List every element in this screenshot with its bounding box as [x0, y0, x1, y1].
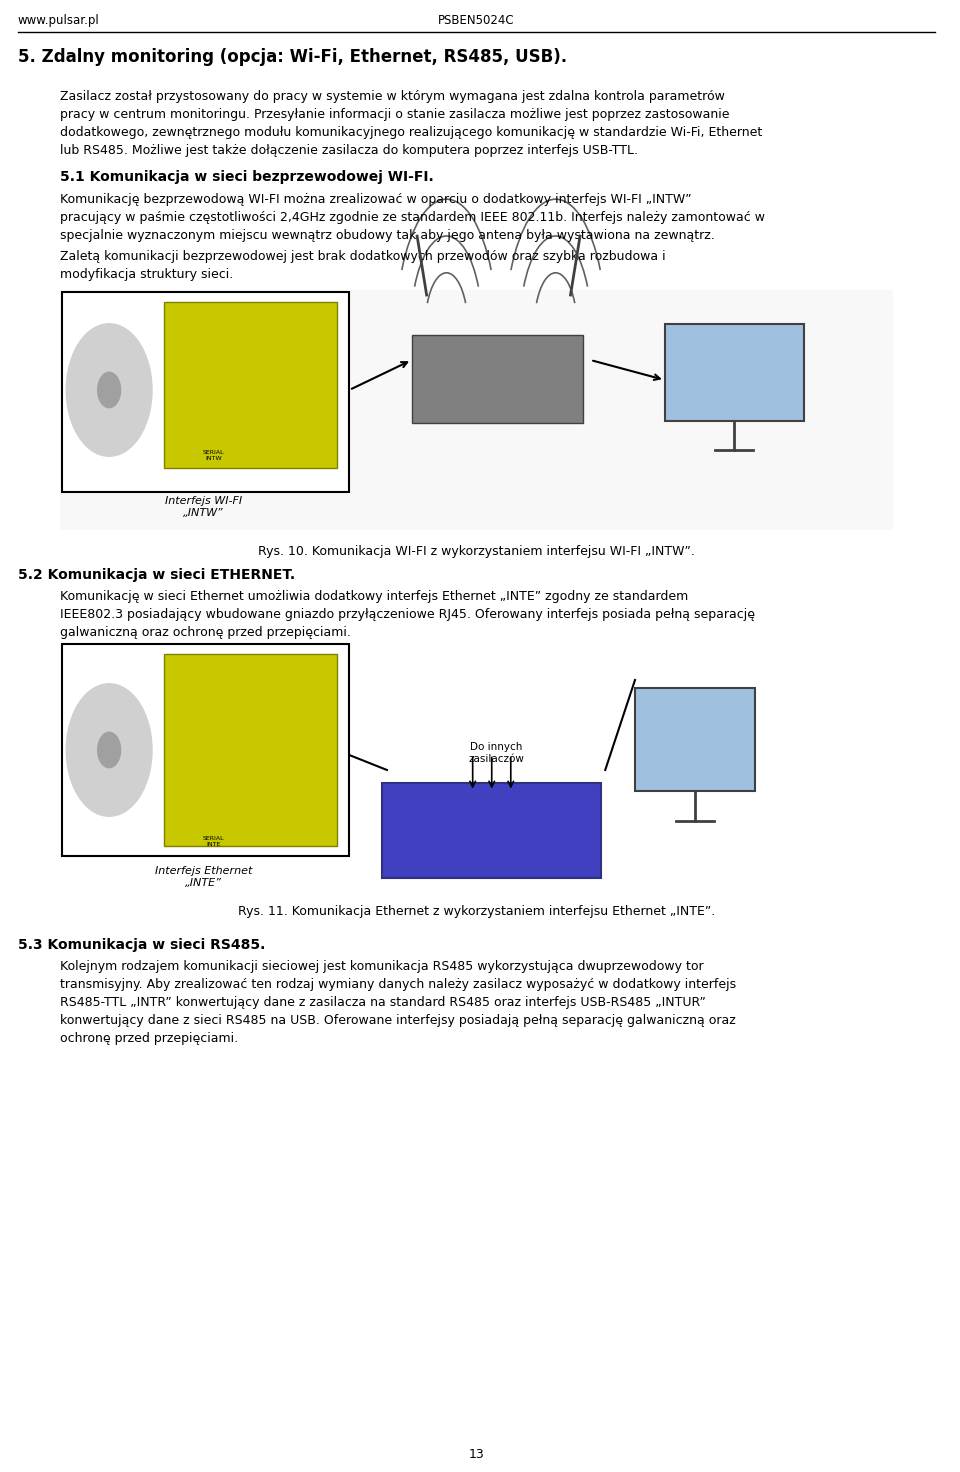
Text: 5. Zdalny monitoring (opcja: Wi-Fi, Ethernet, RS485, USB).: 5. Zdalny monitoring (opcja: Wi-Fi, Ethe…	[18, 49, 567, 66]
Circle shape	[98, 733, 121, 768]
Text: Interfejs Ethernet
„INTE”: Interfejs Ethernet „INTE”	[155, 866, 252, 888]
Bar	[61, 291, 349, 492]
Text: pracujący w paśmie częstotliwości 2,4GHz zgodnie ze standardem IEEE 802.11b. Int: pracujący w paśmie częstotliwości 2,4GHz…	[60, 210, 764, 224]
Circle shape	[66, 684, 152, 817]
Text: PSBEN5024C: PSBEN5024C	[438, 15, 515, 26]
Text: Komunikację w sieci Ethernet umożliwia dodatkowy interfejs Ethernet „INTE” zgodn: Komunikację w sieci Ethernet umożliwia d…	[60, 590, 687, 604]
Text: konwertujący dane z sieci RS485 na USB. Oferowane interfejsy posiadają pełną sep: konwertujący dane z sieci RS485 na USB. …	[60, 1014, 735, 1027]
Circle shape	[98, 372, 121, 408]
Text: specjalnie wyznaczonym miejscu wewnątrz obudowy tak aby jego antena była wystawi: specjalnie wyznaczonym miejscu wewnątrz …	[60, 230, 714, 241]
Bar	[164, 654, 337, 846]
Text: Komunikację bezprzewodową WI-FI można zrealizować w oparciu o dodatkowy interfej: Komunikację bezprzewodową WI-FI można zr…	[60, 193, 691, 206]
Bar	[61, 645, 349, 857]
Text: 5.2 Komunikacja w sieci ETHERNET.: 5.2 Komunikacja w sieci ETHERNET.	[18, 568, 295, 581]
Text: 5.1 Komunikacja w sieci bezprzewodowej WI-FI.: 5.1 Komunikacja w sieci bezprzewodowej W…	[60, 169, 433, 184]
Text: IEEE802.3 posiadający wbudowane gniazdo przyłączeniowe RJ45. Oferowany interfejs: IEEE802.3 posiadający wbudowane gniazdo …	[60, 608, 755, 621]
Text: transmisyjny. Aby zrealizować ten rodzaj wymiany danych należy zasilacz wyposaży: transmisyjny. Aby zrealizować ten rodzaj…	[60, 977, 735, 991]
Text: ochronę przed przepięciami.: ochronę przed przepięciami.	[60, 1032, 238, 1045]
Text: Do innych
zasilaczów: Do innych zasilaczów	[468, 742, 524, 764]
Text: Zasilacz został przystosowany do pracy w systemie w którym wymagana jest zdalna : Zasilacz został przystosowany do pracy w…	[60, 90, 725, 103]
Text: 5.3 Komunikacja w sieci RS485.: 5.3 Komunikacja w sieci RS485.	[18, 938, 265, 952]
Text: modyfikacja struktury sieci.: modyfikacja struktury sieci.	[60, 268, 232, 281]
Circle shape	[66, 324, 152, 456]
Text: www.pulsar.pl: www.pulsar.pl	[18, 15, 100, 26]
Text: lub RS485. Możliwe jest także dołączenie zasilacza do komputera poprzez interfej: lub RS485. Możliwe jest także dołączenie…	[60, 144, 637, 158]
Text: RS485-TTL „INTR” konwertujący dane z zasilacza na standard RS485 oraz interfejs : RS485-TTL „INTR” konwertujący dane z zas…	[60, 997, 706, 1008]
FancyBboxPatch shape	[60, 290, 893, 530]
Bar	[635, 689, 755, 792]
Text: pracy w centrum monitoringu. Przesyłanie informacji o stanie zasilacza możliwe j: pracy w centrum monitoringu. Przesyłanie…	[60, 107, 729, 121]
Bar	[412, 336, 584, 424]
Text: galwaniczną oraz ochronę przed przepięciami.: galwaniczną oraz ochronę przed przepięci…	[60, 626, 350, 639]
Text: Interfejs WI-FI
„INTW”: Interfejs WI-FI „INTW”	[165, 496, 242, 518]
Text: 13: 13	[468, 1448, 484, 1462]
Text: SERIAL
INTE: SERIAL INTE	[203, 836, 224, 846]
Bar	[664, 324, 804, 421]
Text: Kolejnym rodzajem komunikacji sieciowej jest komunikacja RS485 wykorzystująca dw: Kolejnym rodzajem komunikacji sieciowej …	[60, 960, 703, 973]
Text: Rys. 11. Komunikacja Ethernet z wykorzystaniem interfejsu Ethernet „INTE”.: Rys. 11. Komunikacja Ethernet z wykorzys…	[238, 905, 715, 919]
Text: Zaletą komunikacji bezprzewodowej jest brak dodatkowych przewodów oraz szybka ro: Zaletą komunikacji bezprzewodowej jest b…	[60, 250, 665, 263]
Text: dodatkowego, zewnętrznego modułu komunikacyjnego realizującego komunikację w sta: dodatkowego, zewnętrznego modułu komunik…	[60, 127, 762, 138]
Bar	[164, 302, 337, 468]
FancyBboxPatch shape	[382, 783, 601, 879]
Text: Rys. 10. Komunikacja WI-FI z wykorzystaniem interfejsu WI-FI „INTW”.: Rys. 10. Komunikacja WI-FI z wykorzystan…	[258, 545, 695, 558]
Text: SERIAL
INTW: SERIAL INTW	[203, 450, 224, 461]
